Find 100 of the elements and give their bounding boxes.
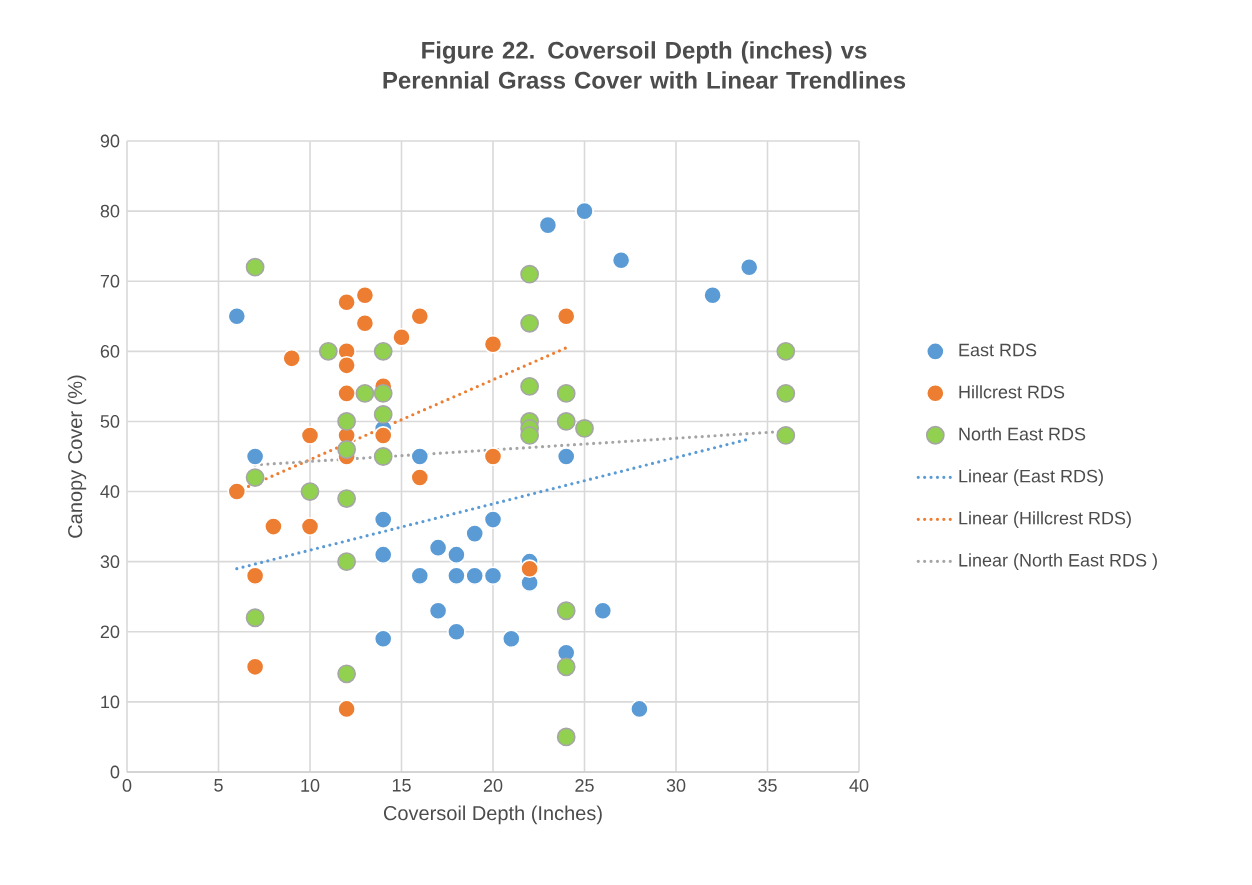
x-tick-label: 40 [849, 779, 869, 792]
point [373, 341, 393, 361]
point [318, 341, 338, 361]
y-tick-label: 90 [100, 134, 120, 148]
point [245, 608, 265, 628]
point [556, 306, 576, 326]
point [373, 510, 393, 529]
point [410, 468, 430, 487]
point [355, 285, 375, 305]
point [392, 327, 411, 347]
point [337, 489, 357, 508]
point [776, 341, 796, 361]
x-tick-label: 10 [301, 779, 320, 792]
y-tick-label: 40 [100, 485, 120, 498]
legend-label: Linear (North East RDS ) [959, 553, 1157, 571]
point [556, 727, 576, 747]
point [410, 306, 430, 326]
point [373, 629, 393, 649]
y-tick-label: 20 [100, 625, 120, 639]
point [520, 264, 540, 284]
point [355, 313, 375, 333]
point [611, 250, 631, 270]
x-tick-label: 35 [758, 779, 777, 792]
x-tick-label: 30 [666, 779, 686, 792]
point [520, 313, 540, 333]
point [520, 376, 540, 396]
point [227, 482, 247, 501]
point [556, 384, 576, 403]
point [483, 334, 503, 354]
point [355, 384, 375, 403]
point [465, 566, 485, 586]
point [428, 538, 448, 558]
point [703, 285, 722, 305]
point [593, 601, 613, 621]
y-tick-label: 0 [110, 765, 120, 779]
point [337, 699, 357, 719]
y-tick-label: 80 [100, 204, 120, 218]
chart-title: Figure 22. Coversoil Depth (inches) vs Perennial Grass Cover with Linear Trendlines [383, 41, 906, 89]
point [776, 426, 796, 445]
point [556, 447, 576, 466]
point [447, 566, 466, 586]
point [337, 355, 357, 375]
y-tick-label: 60 [100, 344, 120, 358]
legend-label: East RDS [959, 343, 1037, 357]
x-tick-label: 5 [214, 779, 223, 792]
legend-label: Linear (Hillcrest RDS) [959, 511, 1131, 529]
point [337, 384, 357, 403]
point [373, 426, 393, 445]
point [245, 447, 265, 466]
point [630, 699, 649, 719]
legend-label: North East RDS [959, 427, 1086, 441]
point [410, 566, 430, 586]
point [465, 524, 485, 544]
point [373, 384, 393, 403]
point [245, 657, 265, 677]
point [776, 384, 796, 403]
point [245, 566, 265, 586]
point [575, 201, 594, 221]
legend-label: Hillcrest RDS [959, 385, 1065, 399]
point [373, 447, 393, 466]
x-axis-title: Coversoil Depth (Inches) [383, 805, 602, 825]
point [410, 447, 430, 466]
point [556, 412, 576, 431]
point [245, 257, 265, 277]
point [739, 257, 759, 277]
point [264, 517, 283, 537]
point [575, 419, 594, 438]
point [483, 447, 503, 466]
point [300, 426, 320, 445]
point [447, 622, 466, 642]
point [300, 482, 320, 501]
point [520, 559, 540, 579]
legend-label: Linear (East RDS) [959, 469, 1103, 487]
point [245, 468, 265, 487]
point [556, 601, 576, 621]
x-tick-label: 20 [483, 779, 503, 792]
y-tick-label: 30 [100, 555, 120, 569]
point [300, 517, 320, 537]
point [337, 412, 357, 431]
y-axis-title: Canopy Cover (%) [67, 375, 87, 538]
x-tick-label: 0 [122, 779, 132, 792]
point [447, 545, 466, 565]
point [227, 306, 247, 326]
y-tick-label: 10 [101, 695, 120, 709]
y-tick-label: 50 [100, 415, 120, 428]
point [337, 664, 357, 684]
point [428, 601, 448, 621]
y-tick-label: 70 [100, 274, 120, 288]
point [501, 629, 521, 649]
point [337, 552, 357, 572]
point [373, 545, 393, 565]
point [520, 426, 540, 445]
point [282, 348, 302, 368]
point [337, 292, 357, 312]
point [337, 440, 357, 459]
x-tick-label: 25 [575, 779, 594, 792]
point [556, 657, 576, 677]
point [538, 215, 558, 235]
point [373, 405, 393, 424]
point [483, 510, 503, 529]
